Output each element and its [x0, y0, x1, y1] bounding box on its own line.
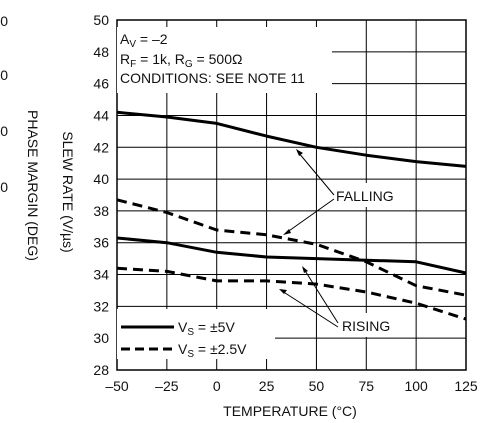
- y-tick-label-11: 50: [93, 12, 109, 28]
- x-tick-label-7: 125: [454, 378, 478, 394]
- series-rising-dashed-line: [116, 266, 467, 321]
- falling-arrow-solid: [297, 151, 335, 196]
- y-tick-label-0: 28: [93, 362, 109, 378]
- falling-label-box: [332, 183, 410, 207]
- left-tick-fragment-4: 0: [0, 179, 8, 195]
- rising-arrows: [279, 266, 339, 328]
- y-tick-label-2: 32: [93, 298, 109, 314]
- series-rising-solid-line: [116, 236, 467, 275]
- condition-note: CONDITIONS: SEE NOTE 11: [120, 70, 305, 86]
- legend-entry-solid: VS = ±5V: [178, 319, 235, 338]
- y-tick-label-5: 38: [93, 203, 109, 219]
- falling-arrowhead-dashed: [283, 229, 291, 235]
- condition-gain: AV = –2: [120, 31, 168, 50]
- rising-arrow-dashed: [281, 290, 339, 328]
- conditions-text: AV = –2 RF = 1k, RG = 500Ω CONDITIONS: S…: [120, 31, 305, 86]
- y-tick-label-9: 46: [93, 76, 109, 92]
- x-tick-label-1: –25: [155, 378, 179, 394]
- falling-arrowhead-solid: [296, 149, 303, 156]
- x-tick-label-4: 50: [309, 378, 325, 394]
- left-tick-fragment-1: 50: [0, 13, 8, 29]
- y-tick-label-3: 34: [93, 267, 109, 283]
- falling-arrows: [283, 149, 335, 235]
- y-axis-label: SLEW RATE (V/µs): [60, 131, 76, 252]
- left-partial-chart: 50 50 0 0 PHASE MARGIN (DEG): [0, 13, 41, 261]
- left-tick-fragment-2: 50: [0, 67, 8, 83]
- x-axis-label: TEMPERATURE (°C): [223, 403, 357, 419]
- y-tick-label-10: 48: [93, 44, 109, 60]
- conditions-box: [117, 27, 332, 93]
- x-tick-label-6: 100: [404, 378, 428, 394]
- rising-arrow-solid: [303, 268, 339, 324]
- series-lines: [116, 110, 467, 321]
- y-tick-label-7: 42: [93, 139, 109, 155]
- legend-box: [117, 309, 275, 359]
- x-tick-label-0: –50: [105, 378, 129, 394]
- x-tick-label-5: 75: [358, 378, 374, 394]
- rising-annotation: RISING: [342, 318, 390, 334]
- rising-arrowhead-solid: [302, 266, 308, 273]
- x-tick-label-3: 25: [259, 378, 275, 394]
- legend: VS = ±5V VS = ±2.5V: [121, 319, 247, 360]
- series-falling-dashed-line: [116, 198, 467, 297]
- rising-label-box: [338, 313, 408, 337]
- y-tick-label-6: 40: [93, 171, 109, 187]
- y-tick-label-1: 30: [93, 330, 109, 346]
- series-falling-solid-line: [116, 110, 467, 168]
- left-partial-y-axis-label: PHASE MARGIN (DEG): [25, 110, 41, 261]
- tick-labels: 28 30 32 34 36 38 40 42 44 46 48 50 –50 –25 0 25 50 75 100…: [93, 12, 477, 394]
- y-tick-label-8: 44: [93, 107, 109, 123]
- plot-frame: [116, 19, 467, 371]
- y-tick-label-4: 36: [93, 235, 109, 251]
- rising-arrowhead-dashed: [279, 289, 287, 294]
- falling-annotation: FALLING: [336, 188, 394, 204]
- falling-arrow-dashed: [285, 198, 335, 234]
- left-tick-fragment-3: 0: [0, 123, 8, 139]
- legend-entry-dashed: VS = ±2.5V: [178, 341, 247, 360]
- condition-resistors: RF = 1k, RG = 500Ω: [120, 51, 242, 70]
- x-tick-label-2: 0: [213, 378, 221, 394]
